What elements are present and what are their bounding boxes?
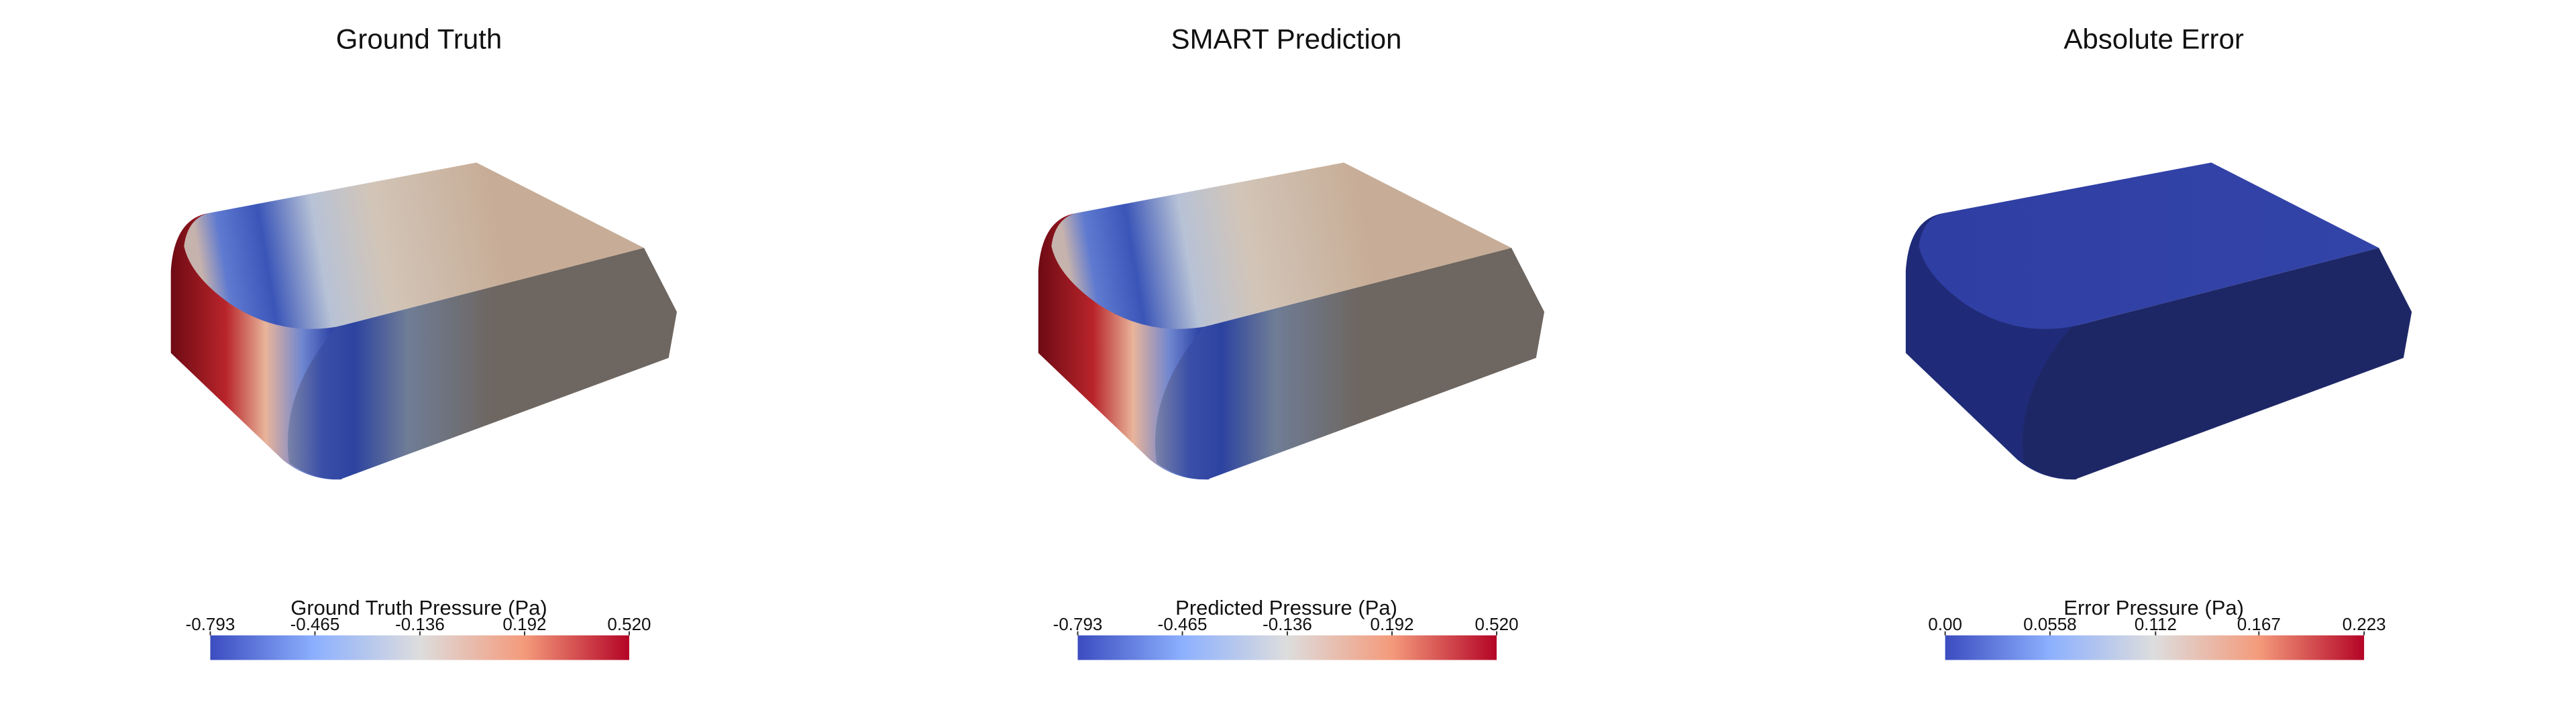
colorbar-tick-label: 0.167 (2237, 614, 2281, 634)
colorbar-tick-label: 0.192 (502, 614, 546, 634)
colorbar (1077, 635, 1497, 660)
surface-render (170, 162, 677, 480)
colorbar-title: Ground Truth Pressure (Pa) (290, 596, 547, 619)
panel-title: SMART Prediction (1171, 23, 1402, 54)
colorbar-tick-label: 0.192 (1370, 614, 1413, 634)
colorbar-tick-label: 0.223 (2343, 614, 2386, 634)
colorbar-tick-label: -0.136 (395, 614, 445, 634)
colorbar-tick-label: -0.465 (1158, 614, 1208, 634)
colorbar (210, 635, 629, 660)
surface-render (1038, 162, 1545, 480)
panel-title: Ground Truth (336, 23, 502, 54)
colorbar-tick-label: 0.0558 (2023, 614, 2077, 634)
colorbar-tick-label: -0.465 (290, 614, 340, 634)
colorbar-title: Predicted Pressure (Pa) (1175, 596, 1397, 619)
shape-top-face (1919, 162, 2379, 329)
panel-title: Absolute Error (2063, 23, 2243, 54)
shape-side-face (287, 247, 677, 480)
colorbar-title: Error Pressure (Pa) (2063, 596, 2244, 619)
shape-top-face (184, 162, 645, 329)
shape-side-face (2023, 247, 2412, 480)
colorbar (1945, 635, 2365, 660)
colorbar-tick-label: 0.112 (2135, 614, 2177, 634)
panel: Absolute Error Error Pressure (Pa) 0.00 0.0… (1905, 23, 2412, 660)
colorbar-tick-label: -0.793 (1053, 614, 1103, 634)
colorbar-tick-label: -0.793 (186, 614, 235, 634)
colorbar-tick-label: 0.520 (607, 614, 651, 634)
colorbar-tick-label: -0.136 (1263, 614, 1312, 634)
shape-side-face (1155, 247, 1545, 480)
colorbar-tick-label: 0.00 (1928, 614, 1962, 634)
shape-top-face (1051, 162, 1512, 329)
colorbar-tick-label: 0.520 (1475, 614, 1519, 634)
surface-render (1905, 162, 2412, 480)
